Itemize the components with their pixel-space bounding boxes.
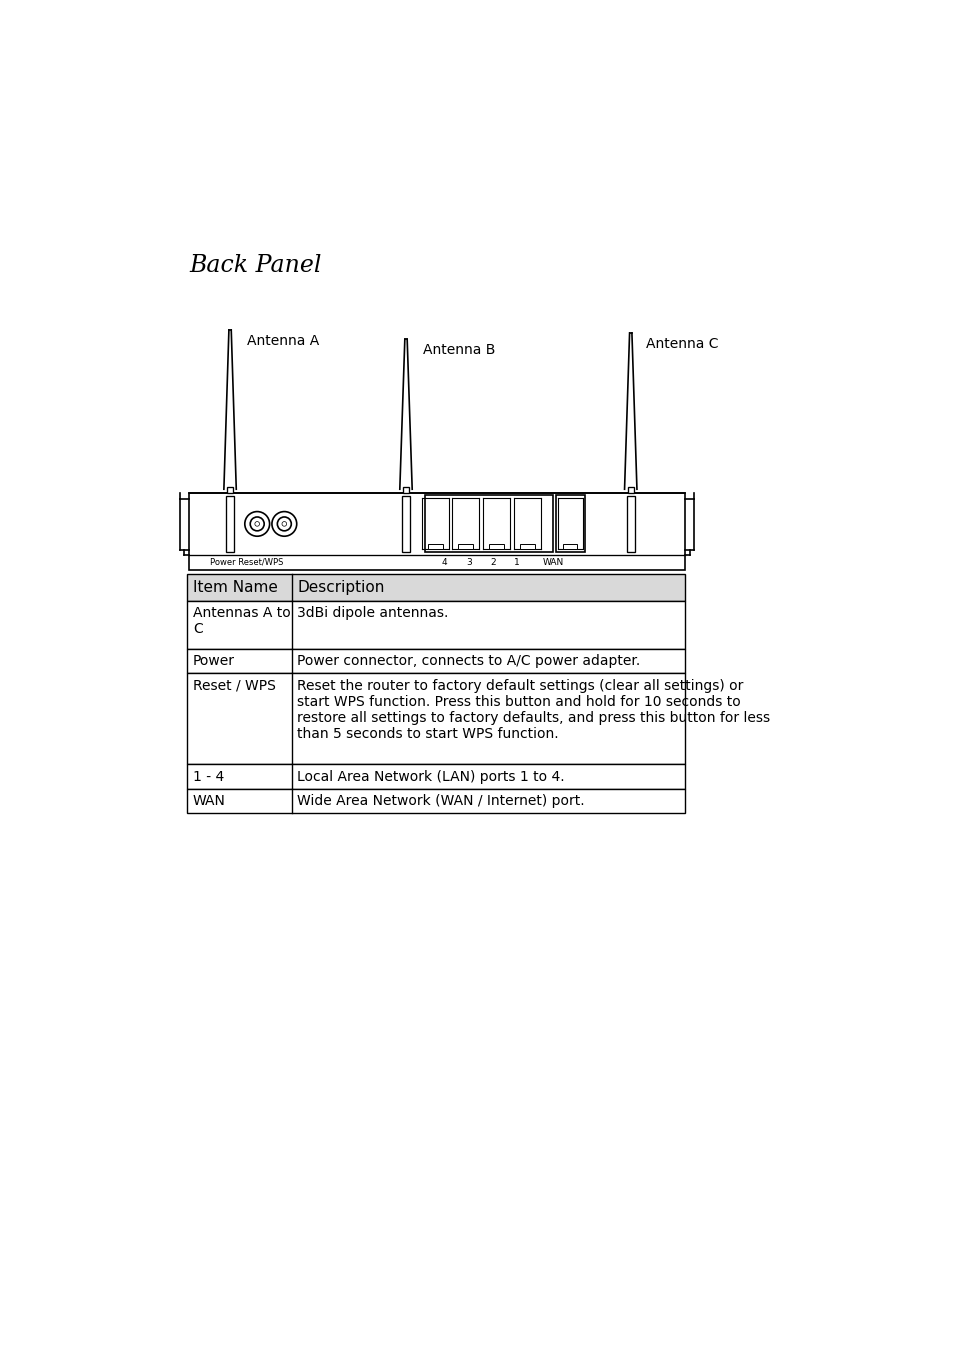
Bar — [189, 493, 684, 570]
Text: Power Reset/WPS: Power Reset/WPS — [211, 558, 283, 567]
Text: WAN: WAN — [542, 558, 563, 567]
Bar — [226, 497, 233, 552]
Circle shape — [282, 521, 286, 526]
Bar — [489, 544, 503, 549]
Bar — [227, 487, 233, 493]
Bar — [187, 674, 684, 764]
Text: Description: Description — [297, 580, 384, 595]
Bar — [187, 601, 684, 648]
Bar — [555, 495, 584, 552]
Bar — [520, 544, 535, 549]
Bar — [187, 574, 684, 601]
Bar — [428, 544, 442, 549]
Bar — [187, 648, 684, 674]
Text: WAN: WAN — [193, 794, 226, 809]
Circle shape — [254, 521, 259, 526]
Text: 1 - 4: 1 - 4 — [193, 769, 224, 783]
Text: 3: 3 — [466, 558, 472, 567]
Text: Back Panel: Back Panel — [189, 254, 321, 277]
Text: Reset / WPS: Reset / WPS — [193, 679, 275, 693]
Bar — [626, 497, 634, 552]
Text: 2: 2 — [490, 558, 496, 567]
Text: Antenna A: Antenna A — [247, 333, 319, 348]
Text: Power: Power — [193, 653, 234, 668]
Text: Antenna B: Antenna B — [422, 343, 495, 356]
Text: Antenna C: Antenna C — [645, 336, 718, 351]
Circle shape — [277, 517, 291, 531]
Circle shape — [245, 512, 270, 536]
Text: Power connector, connects to A/C power adapter.: Power connector, connects to A/C power a… — [297, 653, 639, 668]
Bar — [402, 497, 410, 552]
Text: 3dBi dipole antennas.: 3dBi dipole antennas. — [297, 606, 448, 620]
Text: Antennas A to
C: Antennas A to C — [193, 606, 291, 636]
Bar — [402, 487, 409, 493]
Text: 1: 1 — [514, 558, 519, 567]
Text: Item Name: Item Name — [193, 580, 277, 595]
Text: Local Area Network (LAN) ports 1 to 4.: Local Area Network (LAN) ports 1 to 4. — [297, 769, 564, 783]
Bar — [458, 544, 473, 549]
Circle shape — [272, 512, 296, 536]
Bar — [187, 788, 684, 814]
Circle shape — [250, 517, 264, 531]
Text: Wide Area Network (WAN / Internet) port.: Wide Area Network (WAN / Internet) port. — [297, 794, 584, 809]
Bar — [627, 487, 633, 493]
Text: 4: 4 — [441, 558, 447, 567]
Text: Reset the router to factory default settings (clear all settings) or
start WPS f: Reset the router to factory default sett… — [297, 679, 770, 741]
Bar — [563, 544, 577, 549]
Bar — [425, 495, 553, 552]
Bar — [187, 764, 684, 788]
